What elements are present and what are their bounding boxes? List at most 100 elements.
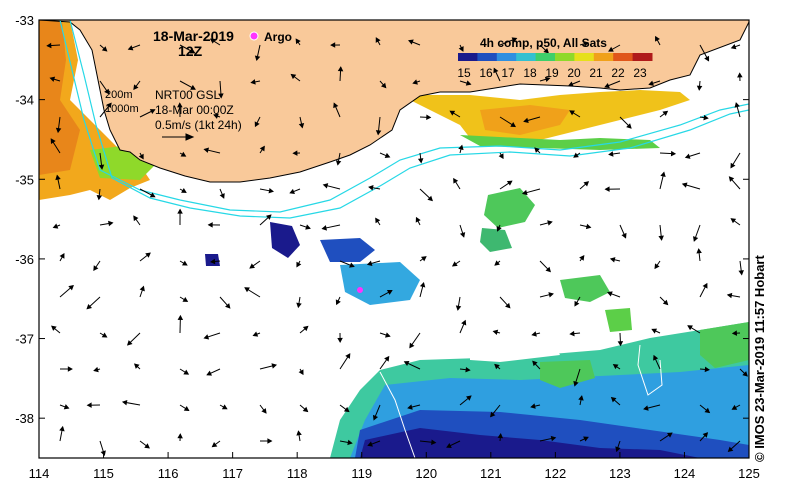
current-vector-head <box>375 37 381 43</box>
current-vector-head <box>567 81 574 87</box>
colorbar-swatch <box>574 53 595 61</box>
plot-frame <box>38 19 750 459</box>
current-vector-head <box>574 300 580 307</box>
current-vector-head <box>372 414 379 421</box>
current-vector-head <box>93 265 99 271</box>
current-vector-head <box>431 439 437 445</box>
y-tick-label: -38 <box>15 411 34 426</box>
current-vector-head <box>254 121 260 128</box>
current-vector-head <box>126 340 133 346</box>
current-vector-head <box>46 42 52 49</box>
current-vector-head <box>461 319 467 326</box>
current-vector-head <box>183 369 190 375</box>
current-vector-head <box>696 248 702 254</box>
colorbar-swatch <box>535 53 556 61</box>
current-vector-head <box>407 404 413 410</box>
current-vector-head <box>459 232 466 238</box>
colorbar-tick-label: 16 <box>479 66 493 80</box>
current-vector-head <box>206 370 212 376</box>
current-vector-head <box>458 46 464 52</box>
current-vector-head <box>496 225 502 232</box>
current-time-label: 18-Mar 00:00Z <box>155 103 234 117</box>
current-vector-head <box>345 353 351 359</box>
y-tick-label: -34 <box>15 93 34 108</box>
current-vector-head <box>181 260 188 266</box>
current-vector-head <box>494 260 500 266</box>
current-vector-head <box>289 188 295 194</box>
x-tick-label: 124 <box>674 466 696 481</box>
current-vector-head <box>380 82 387 89</box>
current-vector-head <box>384 355 390 362</box>
current-vector-head <box>298 369 304 376</box>
colorbar-tick-label: 17 <box>501 66 515 80</box>
current-vector-head <box>585 223 592 230</box>
current-vector-head <box>608 46 614 52</box>
current-vector-head <box>177 433 183 439</box>
current-vector-head <box>182 296 189 302</box>
current-vector-head <box>730 218 737 224</box>
current-vector-head <box>290 73 297 80</box>
current-vector-head <box>730 162 736 169</box>
colorbar-swatch <box>632 53 653 61</box>
current-vector-head <box>651 328 658 334</box>
colorbar-tick-label: 15 <box>457 66 471 80</box>
x-tick-label: 116 <box>158 466 179 481</box>
current-vector-head <box>702 432 709 438</box>
current-vector-head <box>703 114 709 121</box>
current-vector-head <box>455 305 462 311</box>
current-vector-head <box>730 43 737 50</box>
current-vector-head <box>302 406 309 413</box>
x-axis: 114 115 116 117 118 119 120 121 122 123 124 125 <box>29 452 760 481</box>
colorbar-swatch <box>555 53 575 61</box>
current-vector-head <box>607 291 613 297</box>
current-vector-head <box>579 255 585 261</box>
current-vector-head <box>458 144 464 151</box>
current-vector-head <box>101 332 108 338</box>
current-vector-head <box>209 258 216 265</box>
current-vector-head <box>375 130 382 136</box>
current-vector-head <box>578 395 584 401</box>
current-vector-head <box>133 84 139 91</box>
current-vector-head <box>545 266 552 273</box>
current-vector-head <box>183 405 190 412</box>
current-vector-head <box>266 214 272 220</box>
current-vector-head <box>98 164 105 170</box>
current-vector-head <box>417 158 424 164</box>
y-tick-label: -36 <box>15 252 34 267</box>
current-vector-head <box>203 334 210 340</box>
current-vector-head <box>604 82 610 89</box>
current-vector-head <box>523 117 529 124</box>
current-vector-head <box>681 182 688 188</box>
current-vector-head <box>451 261 458 267</box>
current-vector-head <box>145 252 151 258</box>
current-vector-head <box>218 93 224 99</box>
current-vector-head <box>696 85 703 91</box>
sst-mid-patch-1 <box>484 188 535 228</box>
x-tick-label: 120 <box>415 466 437 481</box>
isobath-200m-label: 200m <box>105 89 133 101</box>
current-vector-head <box>149 109 156 115</box>
scale-label: 0.5m/s (1kt 24h) <box>155 118 242 132</box>
current-vector-head <box>96 194 103 201</box>
colorbar-tick-label: 21 <box>589 66 603 80</box>
current-vector-head <box>221 404 228 410</box>
current-vector-head <box>615 446 621 453</box>
current-vector-head <box>177 314 184 320</box>
current-vector-head <box>298 122 305 129</box>
current-vector-head <box>177 102 183 108</box>
current-vector-head <box>412 79 418 85</box>
current-vector-head <box>219 193 225 199</box>
current-vector-head <box>583 181 590 187</box>
legend-title: 4h comp, p50, All Sats <box>480 36 607 50</box>
isobath-1000m-label: 1000m <box>105 103 139 115</box>
current-vector-head <box>203 147 210 153</box>
current-vector-head <box>738 270 744 276</box>
argo-float-marker <box>357 287 363 293</box>
credit-label: © IMOS 23-Mar-2019 11:57 Hobart <box>752 255 767 462</box>
current-vector-head <box>531 331 537 337</box>
current-vector-head <box>249 263 255 269</box>
x-tick-label: 114 <box>29 466 50 481</box>
current-vector-head <box>104 88 110 95</box>
current-vector-head <box>385 332 391 338</box>
current-vector-head <box>609 257 616 263</box>
